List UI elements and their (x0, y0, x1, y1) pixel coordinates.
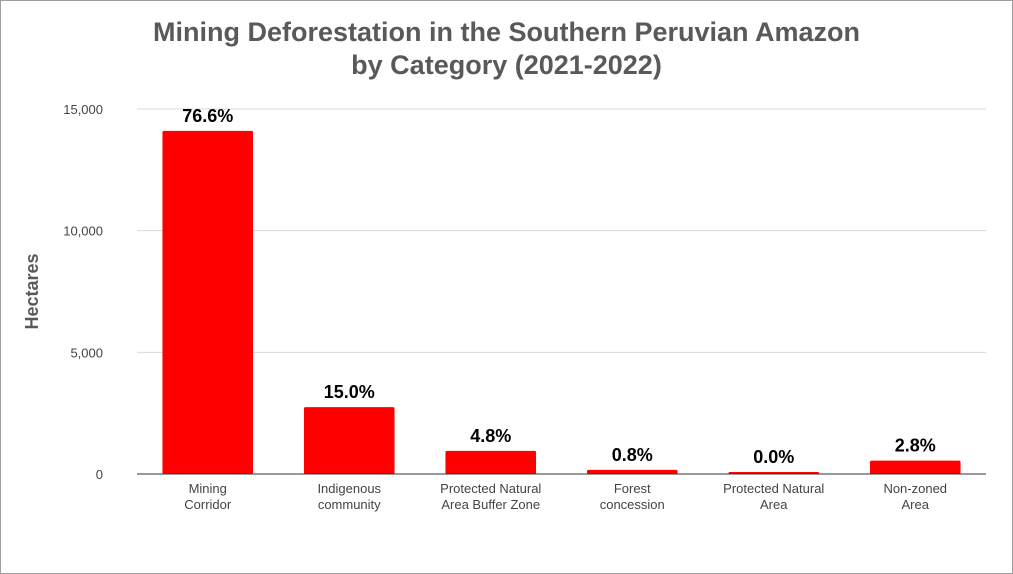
bar (869, 460, 961, 474)
y-tick-label: 15,000 (63, 102, 103, 117)
x-axis-categories: Mining Corridor Indigenous community Protect… (184, 481, 947, 512)
data-label: 0.0% (753, 447, 794, 467)
bar (162, 130, 254, 474)
data-label: 2.8% (895, 436, 936, 456)
data-labels: 76.6% 15.0% 4.8% 0.8% 0.0% 2.8% (182, 106, 936, 467)
bars (162, 130, 961, 474)
chart-title: Mining Deforestation in the Southern Per… (0, 16, 1013, 82)
y-tick-label: 5,000 (70, 345, 103, 360)
y-tick-label: 0 (96, 467, 103, 482)
data-label: 76.6% (182, 106, 233, 126)
bar (445, 450, 537, 474)
chart-title-line-2: by Category (2021-2022) (351, 50, 662, 80)
x-category-label: Forest concession (600, 481, 665, 512)
data-label: 0.8% (612, 445, 653, 465)
chart-title-line-1: Mining Deforestation in the Southern Per… (152, 17, 861, 47)
x-category-label: Protected Natural Area Buffer Zone (440, 481, 541, 512)
x-category-label: Mining Corridor (184, 481, 232, 512)
x-category-label: Indigenous community (317, 481, 381, 512)
data-label: 15.0% (324, 382, 375, 402)
y-axis-label: Hectares (22, 253, 42, 329)
x-category-label: Protected Natural Area (723, 481, 824, 512)
bar (303, 407, 395, 474)
x-category-label: Non-zoned Area (883, 481, 947, 512)
gridlines (137, 108, 986, 353)
y-axis-ticks: 0 5,000 10,000 15,000 (63, 102, 103, 482)
bar (586, 469, 678, 474)
data-label: 4.8% (470, 426, 511, 446)
y-tick-label: 10,000 (63, 224, 103, 239)
